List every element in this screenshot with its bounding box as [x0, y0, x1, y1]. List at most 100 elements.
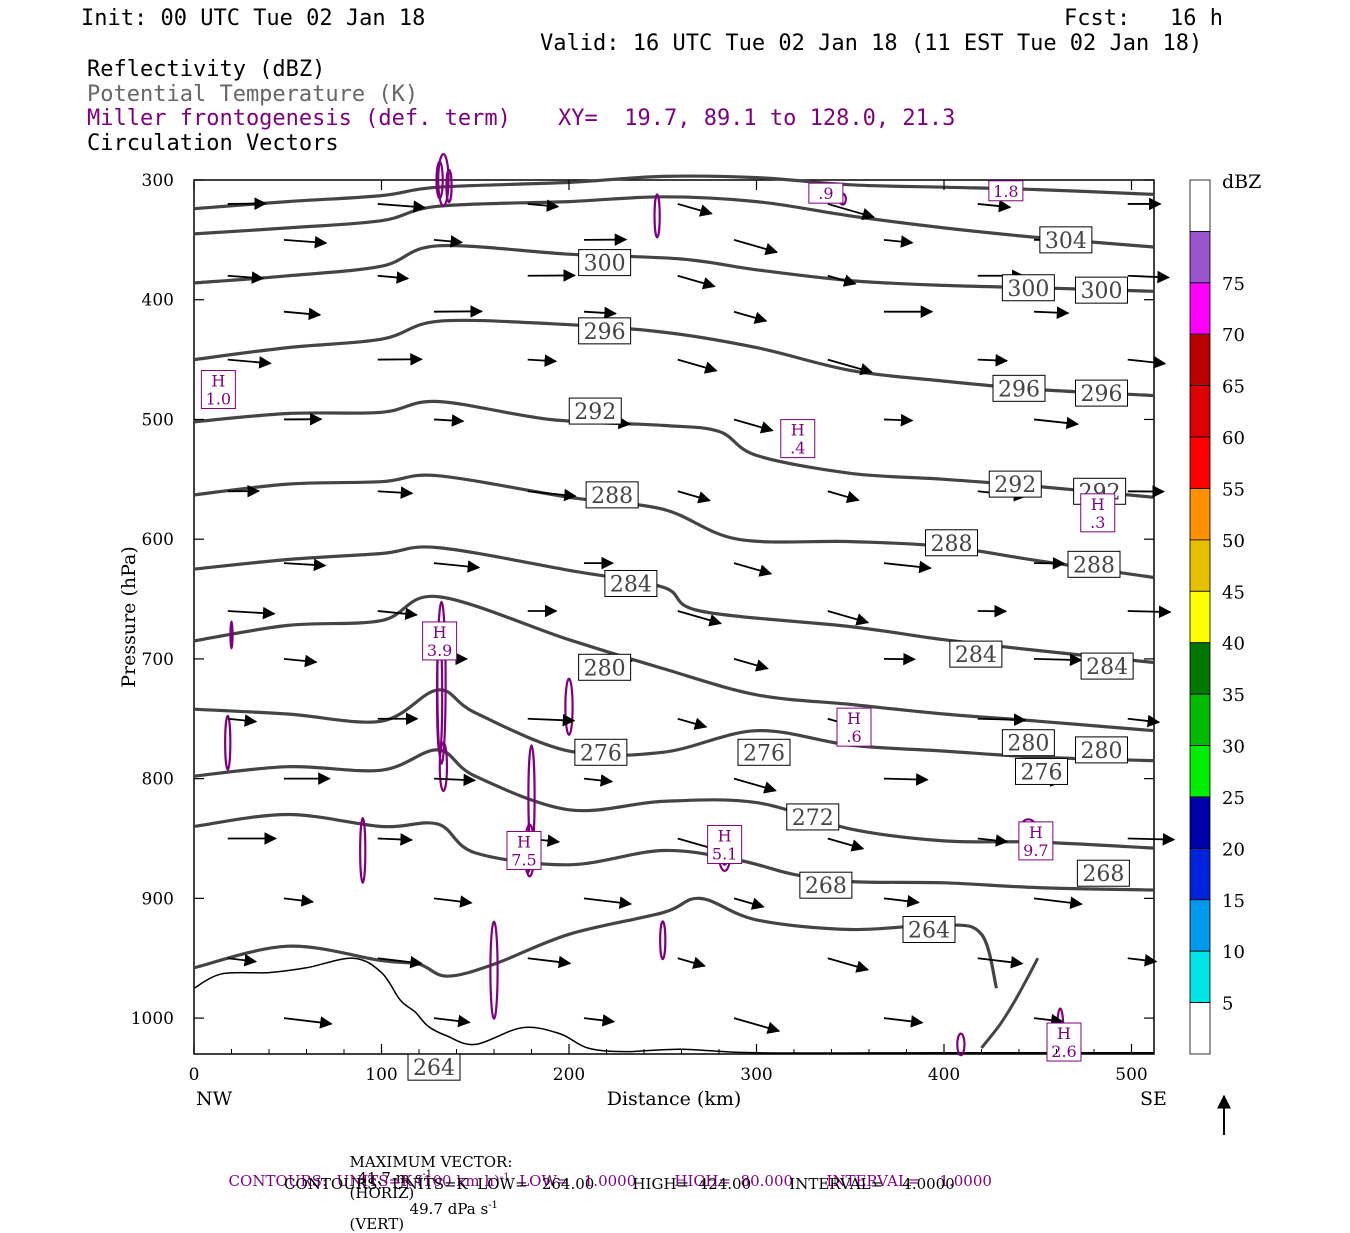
colorbar-swatch	[1190, 488, 1210, 539]
x-tick-label: 400	[928, 1065, 960, 1085]
fronto-contour-10	[225, 716, 230, 770]
circulation-vector	[678, 719, 706, 727]
fronto-contour-15	[655, 194, 660, 237]
fronto-high-value: 7.5	[511, 850, 536, 869]
fronto-high-value: 9.7	[1023, 841, 1048, 860]
fronto-high-value: .4	[790, 439, 805, 458]
circulation-vector	[678, 958, 705, 966]
y-tick-label: 400	[142, 291, 174, 311]
x-tick-label: 0	[189, 1065, 200, 1085]
circulation-vector	[284, 1018, 331, 1024]
theta-label: 296	[1081, 382, 1123, 407]
circulation-vector	[678, 491, 710, 500]
circulation-vector	[528, 958, 570, 963]
theta-contour-268	[194, 750, 1154, 848]
y-tick-label: 900	[142, 889, 174, 909]
theta-label: 300	[584, 252, 626, 277]
colorbar-level: 50	[1222, 531, 1245, 552]
theta-label: 280	[1081, 739, 1123, 764]
theta-label: 268	[1082, 862, 1124, 887]
circulation-vector	[528, 719, 574, 721]
circulation-vector	[434, 563, 479, 568]
colorbar-swatch	[1190, 797, 1210, 848]
circulation-vector	[678, 276, 715, 287]
y-axis-title: Pressure (hPa)	[118, 546, 140, 688]
theta-label: 300	[1081, 279, 1123, 304]
colorbar-swatch	[1190, 900, 1210, 951]
colorbar-swatch	[1190, 848, 1210, 899]
colorbar-unit: dBZ	[1222, 171, 1261, 193]
circulation-vector	[734, 563, 771, 574]
theta-label: 280	[584, 656, 626, 681]
theta-label: 288	[591, 484, 633, 509]
circulation-vector	[678, 204, 712, 214]
colorbar-level: 10	[1222, 942, 1245, 963]
fronto-high-value: 2.6	[1051, 1042, 1076, 1061]
theta-label: 268	[805, 874, 847, 899]
x-end-label-right: SE	[1140, 1088, 1167, 1110]
plot-frame	[194, 180, 1154, 1054]
colorbar-swatch	[1190, 437, 1210, 488]
circulation-vector	[1034, 659, 1081, 660]
theta-label: 276	[1021, 760, 1063, 785]
circulation-vector	[584, 312, 616, 314]
circulation-vector	[284, 240, 326, 243]
fronto-high-letter: H	[847, 709, 861, 728]
colorbar-swatch	[1190, 746, 1210, 797]
circulation-vector	[884, 779, 927, 780]
theta-contour-264	[194, 815, 1154, 891]
fronto-high-letter: H	[1029, 823, 1043, 842]
colorbar-swatch	[1190, 694, 1210, 745]
theta-label: 296	[584, 320, 626, 345]
circulation-vector	[228, 360, 271, 364]
circulation-vector	[1128, 958, 1156, 961]
circulation-vector	[1034, 419, 1078, 424]
colorbar-level: 55	[1222, 479, 1245, 500]
theta-label: 300	[1007, 277, 1049, 302]
circulation-vector	[734, 1018, 779, 1031]
circulation-vector	[1128, 838, 1174, 839]
fronto-contour-9	[565, 679, 572, 735]
circulation-vector	[228, 611, 275, 614]
colorbar-swatch	[1190, 643, 1210, 694]
fronto-high-letter: H	[433, 623, 447, 642]
vector-reference-arrows	[1160, 1096, 1224, 1135]
circulation-vector	[884, 240, 912, 243]
circulation-vector	[828, 958, 868, 970]
circulation-vector	[284, 659, 316, 662]
theta-label: 296	[998, 377, 1040, 402]
y-tick-label: 700	[142, 650, 174, 670]
terrain-outline	[194, 958, 1154, 1053]
circulation-vector	[978, 719, 1026, 720]
circulation-vector	[734, 240, 777, 252]
circulation-vectors	[228, 204, 1174, 1031]
theta-label: 264	[908, 918, 950, 943]
fronto-high-value: 5.1	[712, 844, 737, 863]
fronto-high-value: .3	[1090, 513, 1105, 532]
theta-label: 280	[1007, 732, 1049, 757]
circulation-vector	[1034, 898, 1082, 904]
colorbar-level: 25	[1222, 788, 1245, 809]
circulation-vector	[828, 838, 863, 848]
fronto-high-letter: H	[1057, 1024, 1071, 1043]
colorbar-swatch	[1190, 283, 1210, 334]
colorbar-level: 65	[1222, 377, 1245, 398]
colorbar-level: 40	[1222, 634, 1245, 655]
colorbar-level: 75	[1222, 274, 1245, 295]
circulation-vector	[734, 898, 763, 906]
theta-label: 276	[743, 741, 785, 766]
colorbar-swatch	[1190, 334, 1210, 385]
circulation-vector	[1128, 276, 1169, 278]
circulation-vector	[884, 563, 931, 568]
theta-contour-262	[194, 898, 997, 988]
circulation-vector	[528, 204, 558, 207]
theta-contour-262-edge	[982, 958, 1038, 1048]
theta-label: 264	[413, 1056, 455, 1081]
colorbar-level: 35	[1222, 685, 1245, 706]
circulation-vector	[734, 312, 766, 321]
circulation-vector	[734, 779, 776, 791]
theta-label: 276	[580, 741, 622, 766]
colorbar-level: 5	[1222, 994, 1233, 1015]
circulation-vector	[378, 491, 412, 493]
